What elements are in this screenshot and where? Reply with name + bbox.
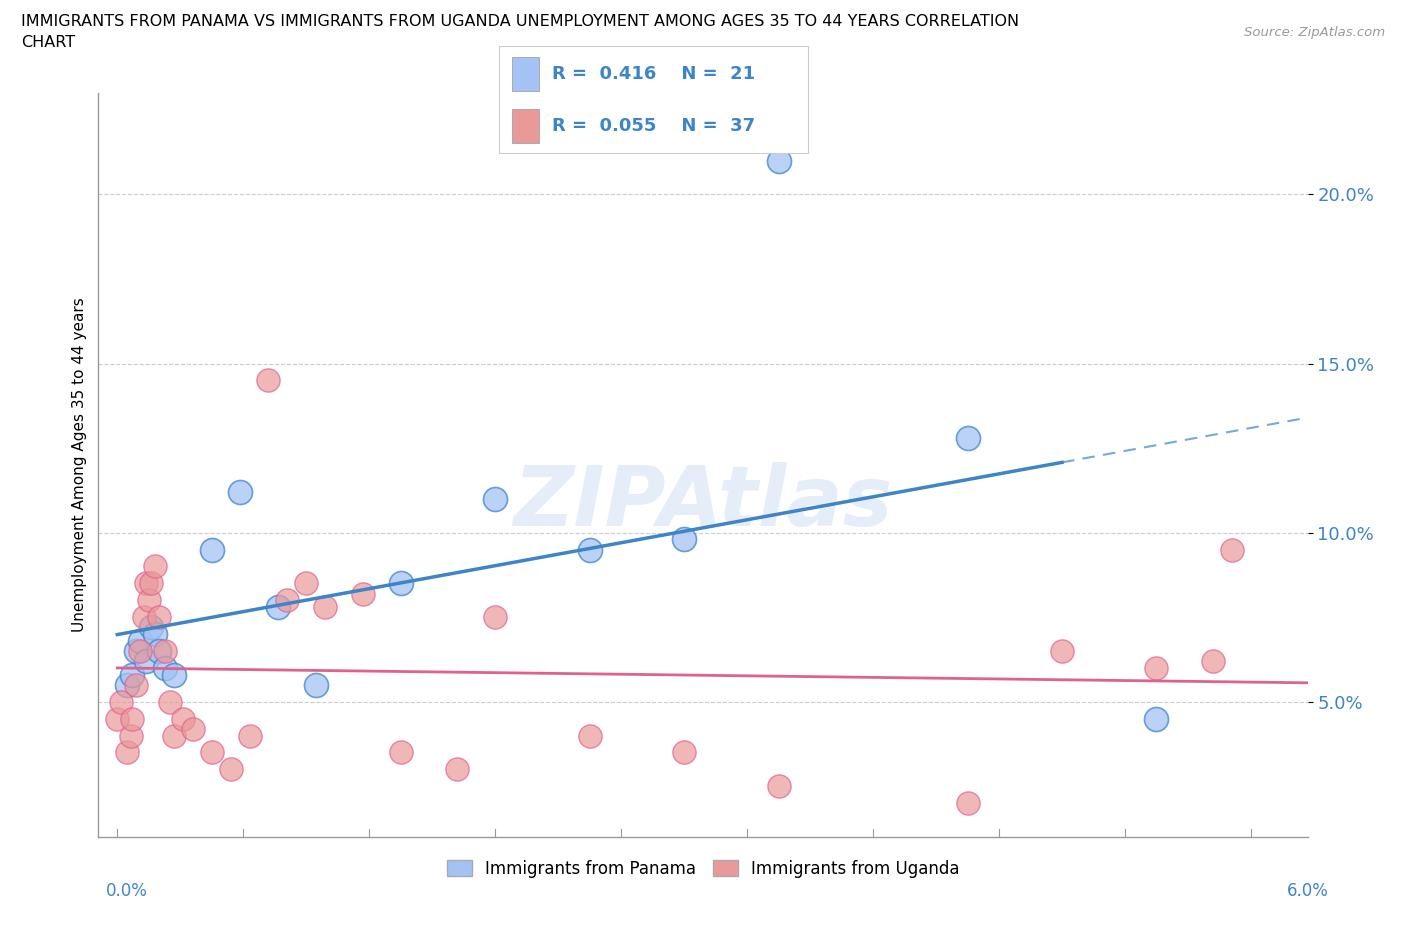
Point xyxy=(219,762,242,777)
Point xyxy=(129,644,152,658)
Point xyxy=(115,677,138,692)
Point xyxy=(129,633,152,648)
Point xyxy=(141,576,163,591)
Point xyxy=(389,576,412,591)
Point xyxy=(956,431,979,445)
Text: R =  0.416    N =  21: R = 0.416 N = 21 xyxy=(551,65,755,84)
Text: CHART: CHART xyxy=(21,35,75,50)
Point xyxy=(956,796,979,811)
Text: R =  0.055    N =  37: R = 0.055 N = 37 xyxy=(551,116,755,135)
Point xyxy=(181,722,204,737)
Point xyxy=(1050,644,1073,658)
Text: Source: ZipAtlas.com: Source: ZipAtlas.com xyxy=(1244,26,1385,39)
Y-axis label: Unemployment Among Ages 35 to 44 years: Unemployment Among Ages 35 to 44 years xyxy=(72,298,87,632)
Text: IMMIGRANTS FROM PANAMA VS IMMIGRANTS FROM UGANDA UNEMPLOYMENT AMONG AGES 35 TO 4: IMMIGRANTS FROM PANAMA VS IMMIGRANTS FRO… xyxy=(21,14,1019,29)
Point xyxy=(257,373,280,388)
Point xyxy=(673,532,696,547)
Point xyxy=(578,728,600,743)
Point xyxy=(768,153,790,168)
Point xyxy=(768,778,790,793)
Point xyxy=(135,576,157,591)
Point xyxy=(578,542,600,557)
Point xyxy=(276,592,298,607)
Point xyxy=(105,711,128,726)
Point xyxy=(446,762,468,777)
FancyBboxPatch shape xyxy=(512,58,540,91)
Point xyxy=(229,485,252,499)
Point xyxy=(484,491,506,506)
Point xyxy=(1144,660,1167,675)
Point xyxy=(314,600,336,615)
Point xyxy=(148,610,170,625)
Point xyxy=(673,745,696,760)
Point xyxy=(172,711,194,726)
Text: 6.0%: 6.0% xyxy=(1286,882,1329,899)
Point xyxy=(141,620,163,635)
Point xyxy=(163,667,186,682)
Point xyxy=(143,559,166,574)
Point xyxy=(352,586,374,601)
Point xyxy=(125,677,148,692)
Point xyxy=(121,711,143,726)
Point xyxy=(153,644,176,658)
Point xyxy=(143,627,166,642)
Legend: Immigrants from Panama, Immigrants from Uganda: Immigrants from Panama, Immigrants from … xyxy=(440,853,966,884)
FancyBboxPatch shape xyxy=(512,109,540,143)
Point xyxy=(159,695,181,710)
Point xyxy=(389,745,412,760)
Text: ZIPAtlas: ZIPAtlas xyxy=(513,461,893,543)
Point xyxy=(148,644,170,658)
Point xyxy=(239,728,262,743)
Point xyxy=(121,667,143,682)
Point xyxy=(125,644,148,658)
Point xyxy=(201,542,224,557)
Point xyxy=(295,576,318,591)
Point xyxy=(305,677,328,692)
Point xyxy=(120,728,142,743)
Point xyxy=(484,610,506,625)
Point xyxy=(1202,654,1225,669)
Point xyxy=(110,695,132,710)
Text: 0.0%: 0.0% xyxy=(105,882,148,899)
Point xyxy=(1144,711,1167,726)
Point xyxy=(132,610,155,625)
Point xyxy=(135,654,157,669)
Point xyxy=(153,660,176,675)
Point xyxy=(115,745,138,760)
Point xyxy=(138,592,160,607)
Point xyxy=(163,728,186,743)
Point xyxy=(267,600,290,615)
Point xyxy=(1220,542,1243,557)
Point xyxy=(201,745,224,760)
